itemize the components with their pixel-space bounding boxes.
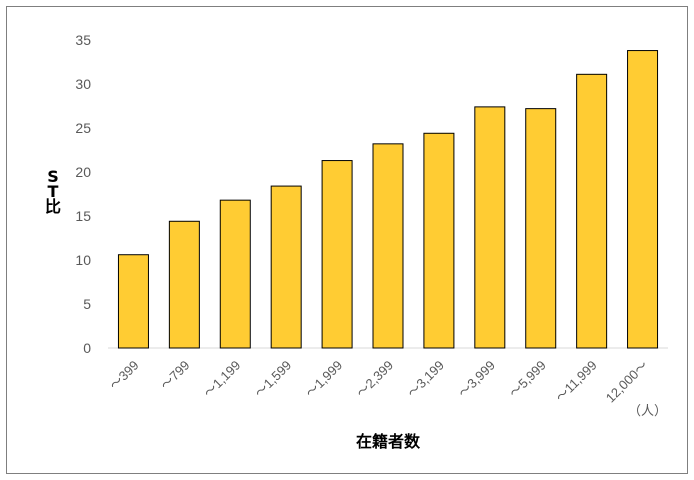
x-axis-ticks: ～399 ～799 ～1,199 ～1,599 ～1,999 ～2,399 ～3,199 ～3… xyxy=(106,358,650,406)
y-axis-title: ST比 xyxy=(45,167,61,216)
bar xyxy=(321,160,353,349)
y-axis-title-char: S xyxy=(47,167,59,186)
bar xyxy=(270,185,302,349)
bar xyxy=(117,254,149,349)
y-tick-label: 30 xyxy=(75,76,91,92)
y-tick-label: 20 xyxy=(75,164,91,180)
y-tick-label: 10 xyxy=(75,252,91,268)
bar xyxy=(525,108,557,349)
bar xyxy=(372,143,404,349)
y-axis-title-char: 比 xyxy=(45,197,61,216)
x-tick-label: ～2,399 xyxy=(353,358,396,401)
x-tick-label: ～1,599 xyxy=(251,358,294,401)
x-axis-title: 在籍者数 xyxy=(356,432,421,451)
y-tick-label: 35 xyxy=(75,32,91,48)
x-tick-label: ～1,199 xyxy=(201,358,244,401)
x-tick-label: ～3,199 xyxy=(404,358,447,401)
bars xyxy=(117,50,659,349)
y-tick-label: 15 xyxy=(75,208,91,224)
y-tick-label: 5 xyxy=(83,296,91,312)
bar xyxy=(219,199,251,349)
x-tick-label: ～399 xyxy=(106,358,141,393)
x-unit-label: （人） xyxy=(628,404,667,419)
x-tick-label: ～11,999 xyxy=(553,358,600,405)
y-axis-ticks: 0 5 10 15 20 25 30 35 xyxy=(75,32,91,356)
x-tick-label: ～5,999 xyxy=(506,358,549,401)
bar xyxy=(576,73,608,349)
x-tick-label: ～799 xyxy=(157,358,192,393)
bar xyxy=(423,132,455,349)
y-axis-title-char: T xyxy=(48,182,59,201)
x-tick-label: ～1,999 xyxy=(302,358,345,401)
bar xyxy=(627,50,659,349)
bar xyxy=(474,106,506,349)
x-tick-label: ～3,999 xyxy=(455,358,498,401)
y-tick-label: 25 xyxy=(75,120,91,136)
y-tick-label: 0 xyxy=(83,340,91,356)
x-tick-label: 12,000～ xyxy=(603,358,651,406)
bar xyxy=(168,220,200,349)
